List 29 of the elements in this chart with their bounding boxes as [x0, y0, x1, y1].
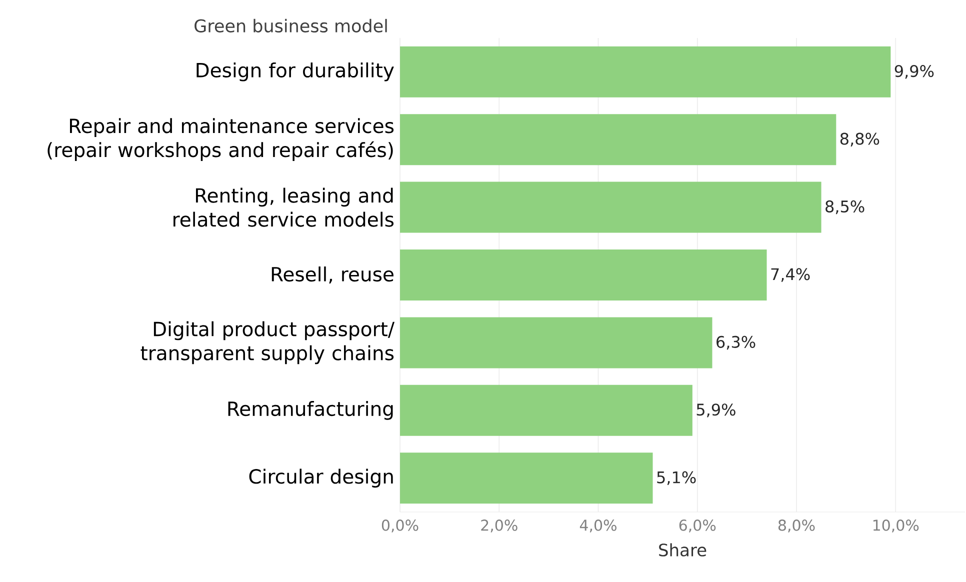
- x-tick-label: 4,0%: [580, 520, 616, 532]
- y-tick-label: Resell, reuse: [272, 266, 394, 284]
- x-tick-label: 0,0%: [382, 520, 418, 532]
- bar: [400, 114, 836, 166]
- data-label: 5,1%: [657, 471, 696, 486]
- x-tick-label: 10,0%: [873, 520, 919, 532]
- y-tick-label: Digital product passport/ transparent supply chains: [140, 321, 394, 364]
- bar: [400, 46, 891, 98]
- data-label: 9,9%: [894, 65, 934, 79]
- y-tick-label: Design for durability: [196, 62, 394, 82]
- y-tick-label: Circular design: [249, 468, 393, 488]
- data-label: 8,8%: [840, 132, 880, 146]
- data-label: 7,4%: [771, 268, 810, 282]
- bar: [400, 250, 767, 301]
- y-tick-label: Repair and maintenance services (repair workshops and repair cafés): [48, 118, 394, 162]
- x-tick-label: 2,0%: [481, 520, 518, 532]
- bar: [400, 182, 822, 233]
- x-tick-label: 8,0%: [778, 520, 815, 532]
- bar: [400, 452, 653, 504]
- data-label: 8,5%: [826, 200, 864, 214]
- bar: [400, 317, 712, 368]
- bar: [400, 384, 692, 436]
- y-tick-label: Remanufacturing: [228, 401, 393, 420]
- data-label: 6,3%: [716, 336, 756, 350]
- y-tick-label: Renting, leasing and related service models: [174, 188, 394, 227]
- x-axis-title: Share: [659, 543, 706, 556]
- data-label: 5,9%: [696, 404, 736, 418]
- x-tick-label: 6,0%: [679, 520, 716, 532]
- y-axis-title: Green business model: [194, 18, 387, 32]
